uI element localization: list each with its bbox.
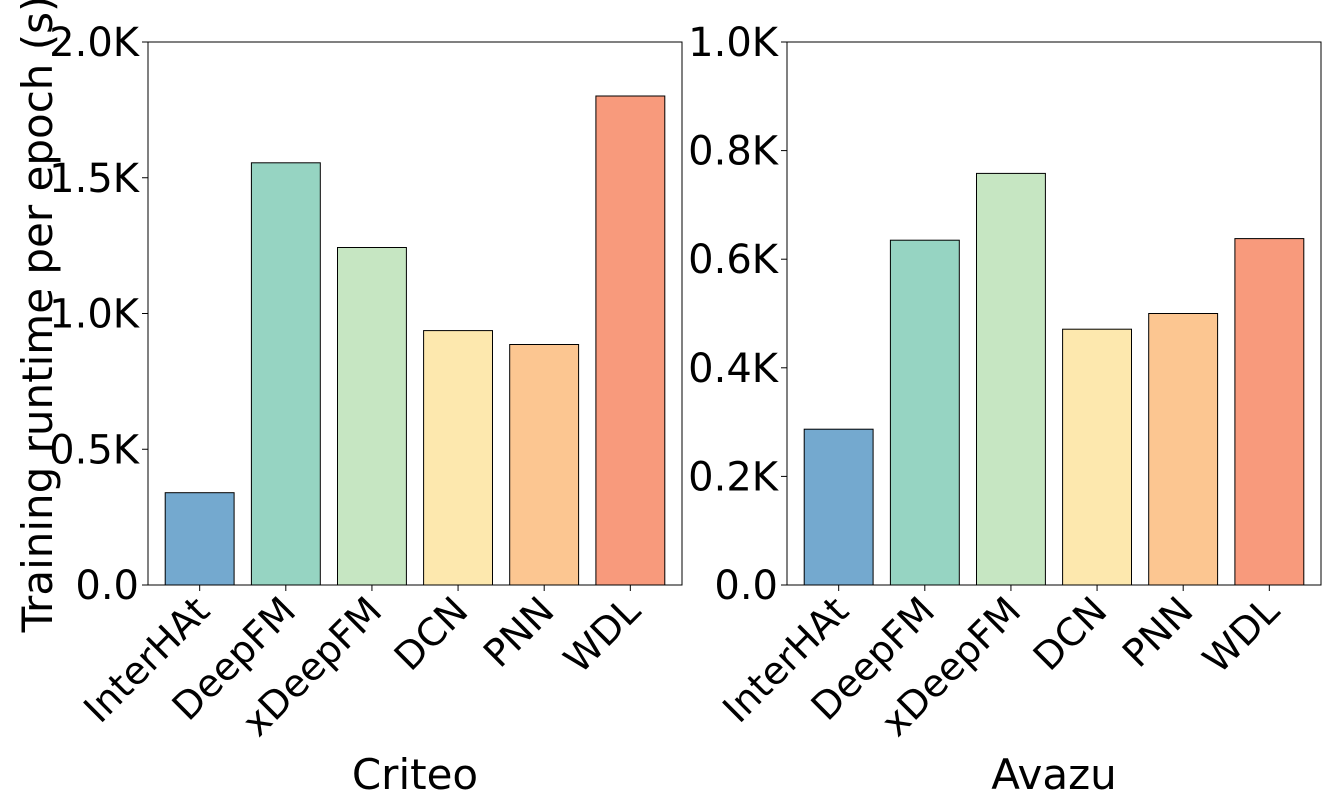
avazu-x-axis-label: Avazu [991, 750, 1117, 799]
avazu-panel: 0.00.2K0.4K0.6K0.8K1.0KInterHAtDeepFMxDe… [688, 20, 1322, 799]
criteo-bar-dcn [423, 330, 494, 586]
criteo-bar-wdl [595, 95, 666, 586]
avazu-bar-interhat [803, 428, 874, 586]
criteo-x-axis-label: Criteo [352, 750, 478, 799]
y-axis-label: Training runtime per epoch (s) [13, 0, 62, 633]
criteo-bar-interhat [164, 492, 235, 586]
avazu-bar-xdeepfm [976, 172, 1046, 586]
criteo-ytick-label: 1.0K [49, 292, 141, 338]
avazu-ytick-label: 0.0 [714, 563, 778, 609]
criteo-bar-deepfm [250, 162, 321, 586]
avazu-bar-dcn [1062, 328, 1132, 586]
avazu-bar-deepfm [889, 239, 960, 586]
criteo-ytick-label: 1.5K [49, 156, 141, 202]
criteo-category-label: WDL [555, 588, 648, 681]
avazu-bar-pnn [1148, 313, 1219, 586]
avazu-ytick-label: 0.2K [688, 454, 780, 500]
criteo-bar-pnn [509, 344, 580, 586]
avazu-ytick-label: 0.4K [688, 346, 780, 392]
criteo-bar-xdeepfm [337, 247, 407, 586]
avazu-category-label: WDL [1194, 588, 1287, 681]
criteo-ytick-label: 2.0K [49, 20, 141, 66]
criteo-panel: 0.00.5K1.0K1.5K2.0KInterHAtDeepFMxDeepFM… [49, 20, 683, 799]
avazu-category-label: PNN [1114, 588, 1202, 676]
avazu-ytick-label: 1.0K [688, 20, 780, 66]
avazu-ytick-label: 0.8K [688, 129, 780, 175]
criteo-ytick-label: 0.0 [75, 563, 139, 609]
avazu-category-label: DCN [1025, 588, 1116, 679]
avazu-bar-wdl [1234, 238, 1305, 586]
criteo-category-label: DCN [386, 588, 477, 679]
avazu-ytick-label: 0.6K [688, 237, 780, 283]
criteo-ytick-label: 0.5K [49, 427, 141, 473]
avazu-axes-frame [786, 41, 1322, 586]
criteo-category-label: PNN [475, 588, 563, 676]
